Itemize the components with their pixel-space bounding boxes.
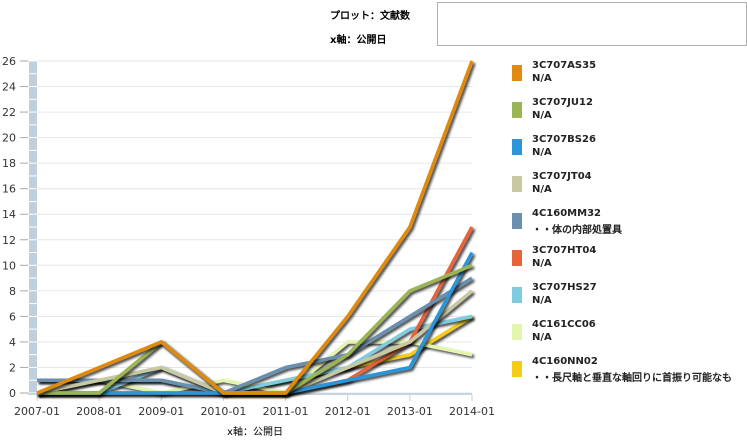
- series-line-3C707HS27[interactable]: [37, 314, 473, 395]
- x-tick-label: 2010-01: [200, 405, 246, 418]
- legend-item[interactable]: 3C707AS35 N/A: [512, 60, 747, 97]
- y-tick-label: 8: [9, 285, 16, 298]
- y-tick-label: 4: [9, 336, 16, 349]
- y-tick-label: 6: [9, 310, 16, 323]
- legend-code: 3C707JU12: [532, 97, 593, 108]
- series-line-3C707AS35[interactable]: [36, 60, 474, 395]
- x-tick-label: 2008-01: [76, 405, 122, 418]
- x-tick-label: 2014-01: [449, 405, 495, 418]
- legend-swatch: [512, 324, 522, 340]
- y-tick-label: 20: [2, 132, 16, 145]
- y-tick-label: 26: [2, 55, 16, 68]
- legend-description: N/A: [532, 332, 552, 343]
- legend-code: 3C707AS35: [532, 60, 597, 71]
- legend-swatch: [512, 287, 522, 303]
- legend-description: N/A: [532, 110, 552, 121]
- legend: 3C707AS35 N/A 3C707JU12 N/A 3C707BS26 N/A 3C70…: [512, 60, 747, 393]
- legend-description: ・・体の内部処置具: [532, 225, 622, 236]
- y-tick-label: 0: [9, 387, 16, 400]
- x-tick-label: 2011-01: [263, 405, 309, 418]
- plot-label: プロット：文献数: [330, 11, 410, 22]
- x-tick-label: 2007-01: [14, 405, 60, 418]
- y-tick-label: 12: [2, 234, 16, 247]
- legend-item[interactable]: 3C707HT04 N/A: [512, 245, 747, 282]
- legend-code: 4C161CC06: [532, 319, 596, 330]
- y-tick-label: 10: [2, 259, 16, 272]
- legend-item[interactable]: 4C161CC06 N/A: [512, 319, 747, 356]
- y-tick-label: 16: [2, 183, 16, 196]
- legend-swatch: [512, 176, 522, 192]
- y-tick-label: 22: [2, 106, 16, 119]
- legend-item[interactable]: 3C707HS27 N/A: [512, 282, 747, 319]
- legend-code: 3C707JT04: [532, 171, 592, 182]
- y-tick-label: 24: [2, 81, 16, 94]
- legend-description: N/A: [532, 295, 552, 306]
- legend-description: N/A: [532, 184, 552, 195]
- legend-description: N/A: [532, 147, 552, 158]
- y-tick-label: 18: [2, 157, 16, 170]
- legend-description: N/A: [532, 258, 552, 269]
- legend-swatch: [512, 139, 522, 155]
- legend-code: 3C707HT04: [532, 245, 597, 256]
- legend-item[interactable]: 3C707JT04 N/A: [512, 171, 747, 208]
- legend-item[interactable]: 4C160MM32 ・・体の内部処置具: [512, 208, 747, 245]
- legend-item[interactable]: 3C707BS26 N/A: [512, 134, 747, 171]
- legend-code: 3C707BS26: [532, 134, 596, 145]
- x-tick-label: 2012-01: [325, 405, 371, 418]
- series-line-3C707BS26[interactable]: [37, 251, 474, 395]
- legend-item[interactable]: 3C707JU12 N/A: [512, 97, 747, 134]
- y-tick-label: 2: [9, 361, 16, 374]
- legend-description: N/A: [532, 73, 552, 84]
- x-tick-label: 2013-01: [387, 405, 433, 418]
- legend-code: 3C707HS27: [532, 282, 597, 293]
- x-tick-label: 2009-01: [138, 405, 184, 418]
- legend-description: ・・長尺軸と垂直な軸回りに首振り可能なも: [532, 373, 732, 384]
- legend-swatch: [512, 65, 522, 81]
- legend-swatch: [512, 250, 522, 266]
- legend-code: 4C160MM32: [532, 208, 601, 219]
- info-box[interactable]: [437, 2, 747, 46]
- series-line-4C160MM32[interactable]: [37, 276, 473, 395]
- x-axis-title: x軸：公開日: [227, 427, 283, 438]
- y-tick-label: 14: [2, 208, 16, 221]
- legend-code: 4C160NN02: [532, 356, 598, 367]
- xaxis-header-label: x軸：公開日: [330, 35, 387, 46]
- legend-swatch: [512, 213, 522, 229]
- legend-item[interactable]: 4C160NN02 ・・長尺軸と垂直な軸回りに首振り可能なも: [512, 356, 747, 393]
- legend-swatch: [512, 361, 522, 377]
- legend-swatch: [512, 102, 522, 118]
